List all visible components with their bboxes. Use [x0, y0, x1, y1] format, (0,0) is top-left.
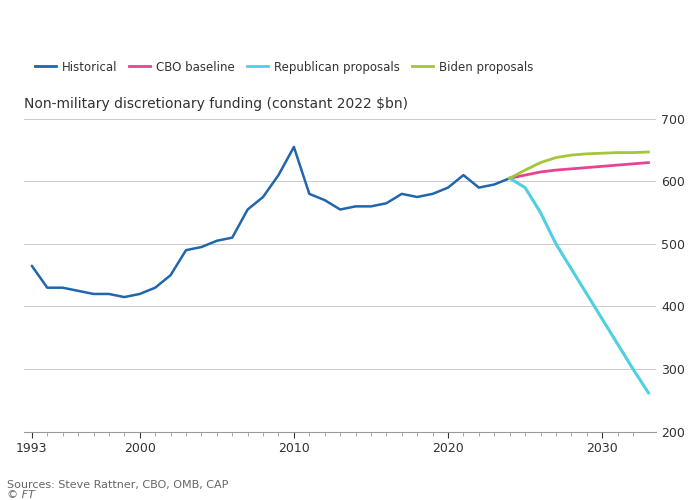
Legend: Historical, CBO baseline, Republican proposals, Biden proposals: Historical, CBO baseline, Republican pro…: [30, 56, 538, 78]
Text: Sources: Steve Rattner, CBO, OMB, CAP: Sources: Steve Rattner, CBO, OMB, CAP: [7, 480, 228, 490]
Text: © FT: © FT: [7, 490, 35, 500]
Text: Non-military discretionary funding (constant 2022 $bn): Non-military discretionary funding (cons…: [24, 96, 408, 110]
